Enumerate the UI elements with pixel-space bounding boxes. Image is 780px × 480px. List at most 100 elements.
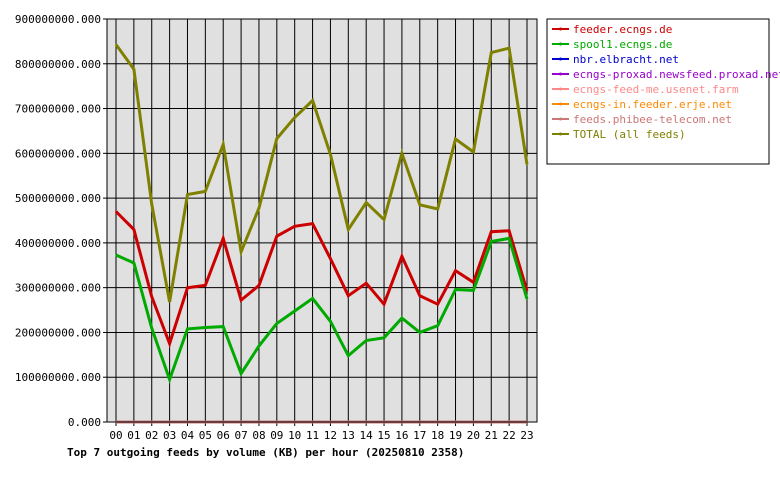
plot-frame bbox=[106, 18, 538, 423]
data-point bbox=[329, 257, 332, 260]
data-point bbox=[133, 228, 135, 231]
data-point bbox=[472, 289, 475, 292]
data-point bbox=[168, 301, 171, 303]
data-point bbox=[418, 294, 421, 297]
x-tick-label: 12 bbox=[324, 429, 337, 442]
legend-label: ecngs-in.feeder.erje.net bbox=[573, 98, 732, 111]
legend-marker bbox=[559, 42, 562, 46]
data-point bbox=[258, 345, 260, 347]
legend-label: ecngs-proxad.newsfeed.proxad.net bbox=[573, 68, 780, 81]
chart-title: Top 7 outgoing feeds by volume (KB) per … bbox=[67, 446, 464, 459]
x-tick-label: 05 bbox=[199, 429, 212, 442]
data-point bbox=[168, 378, 171, 381]
legend-marker bbox=[559, 102, 562, 106]
data-point bbox=[329, 320, 332, 323]
x-tick-label: 04 bbox=[181, 429, 195, 442]
legend: feeder.ecngs.de spool1.ecngs.de nbr.elbrac… bbox=[546, 18, 780, 165]
y-tick-label: 700000000.000 bbox=[15, 103, 101, 116]
x-tick-label: 10 bbox=[288, 429, 301, 442]
legend-label: TOTAL (all feeds) bbox=[573, 128, 686, 141]
legend-marker bbox=[559, 87, 562, 91]
x-tick-label: 15 bbox=[377, 429, 390, 442]
data-point bbox=[490, 240, 493, 243]
data-point bbox=[365, 282, 367, 284]
x-tick-label: 16 bbox=[395, 429, 408, 442]
y-tick-label: 400000000.000 bbox=[15, 237, 101, 250]
x-tick-label: 02 bbox=[145, 429, 158, 442]
x-tick-label: 21 bbox=[485, 429, 498, 442]
y-tick-labels: 0.000 100000000.000 200000000.000 300000000… bbox=[15, 13, 101, 429]
data-point bbox=[133, 262, 135, 264]
data-point bbox=[293, 310, 296, 312]
data-point bbox=[311, 222, 314, 225]
x-tick-labels: 00 01 02 03 04 05 06 07 08 09 10 11 12 13 14 15 16 17 18 19… bbox=[109, 429, 533, 442]
legend-marker bbox=[559, 132, 562, 136]
data-point bbox=[222, 325, 225, 328]
data-point bbox=[311, 297, 314, 300]
data-point bbox=[454, 138, 457, 140]
x-tick-label: 19 bbox=[449, 429, 462, 442]
y-tick-label: 100000000.000 bbox=[15, 371, 101, 384]
x-tick-label: 01 bbox=[127, 429, 140, 442]
data-point bbox=[204, 326, 207, 329]
x-tick-label: 09 bbox=[270, 429, 283, 442]
data-point bbox=[240, 299, 242, 302]
data-point bbox=[454, 269, 457, 272]
data-point bbox=[383, 337, 385, 339]
y-tick-label: 0.000 bbox=[68, 416, 101, 429]
legend-box bbox=[546, 18, 770, 165]
data-point bbox=[401, 152, 403, 155]
data-point bbox=[526, 290, 528, 292]
data-point bbox=[115, 43, 117, 46]
data-point bbox=[454, 288, 457, 291]
data-point bbox=[186, 193, 189, 196]
data-point bbox=[115, 210, 117, 213]
data-point bbox=[150, 295, 153, 298]
x-tick-label: 18 bbox=[431, 429, 444, 442]
data-point bbox=[401, 255, 403, 258]
plot-background bbox=[107, 19, 537, 422]
x-tick-label: 17 bbox=[413, 429, 426, 442]
data-point bbox=[365, 339, 367, 342]
x-tick-label: 13 bbox=[342, 429, 355, 442]
data-point bbox=[436, 324, 439, 327]
data-point bbox=[347, 354, 350, 357]
legend-label: ecngs-feed-me.usenet.farm bbox=[573, 83, 739, 96]
x-tick-label: 11 bbox=[306, 429, 319, 442]
data-point bbox=[508, 47, 510, 49]
data-point bbox=[258, 207, 260, 209]
x-tick-label: 07 bbox=[234, 429, 247, 442]
data-point bbox=[365, 201, 367, 204]
data-point bbox=[240, 372, 242, 375]
data-point bbox=[258, 284, 260, 287]
data-point bbox=[329, 153, 332, 156]
series-line-1 bbox=[115, 236, 529, 385]
y-tick-label: 500000000.000 bbox=[15, 192, 101, 205]
legend-marker bbox=[559, 27, 562, 31]
data-point bbox=[436, 208, 439, 210]
data-point bbox=[240, 251, 242, 253]
data-point bbox=[311, 99, 314, 102]
data-point bbox=[347, 228, 350, 231]
data-point bbox=[401, 317, 403, 319]
x-tick-label: 03 bbox=[163, 429, 176, 442]
legend-label: feeder.ecngs.de bbox=[573, 23, 672, 36]
data-point bbox=[168, 342, 171, 345]
data-point bbox=[293, 225, 296, 228]
x-tick-label: 22 bbox=[503, 429, 516, 442]
legend-marker bbox=[559, 72, 562, 76]
data-point bbox=[508, 229, 510, 232]
data-point bbox=[276, 322, 278, 325]
data-point bbox=[276, 235, 278, 237]
x-tick-label: 14 bbox=[360, 429, 374, 442]
legend-marker bbox=[559, 57, 562, 61]
data-point bbox=[150, 203, 153, 205]
data-point bbox=[150, 327, 153, 329]
x-tick-label: 23 bbox=[520, 429, 533, 442]
data-point bbox=[133, 68, 135, 70]
data-point bbox=[526, 163, 528, 166]
x-tick-label: 00 bbox=[109, 429, 122, 442]
data-point bbox=[115, 254, 117, 256]
data-point bbox=[383, 218, 385, 221]
